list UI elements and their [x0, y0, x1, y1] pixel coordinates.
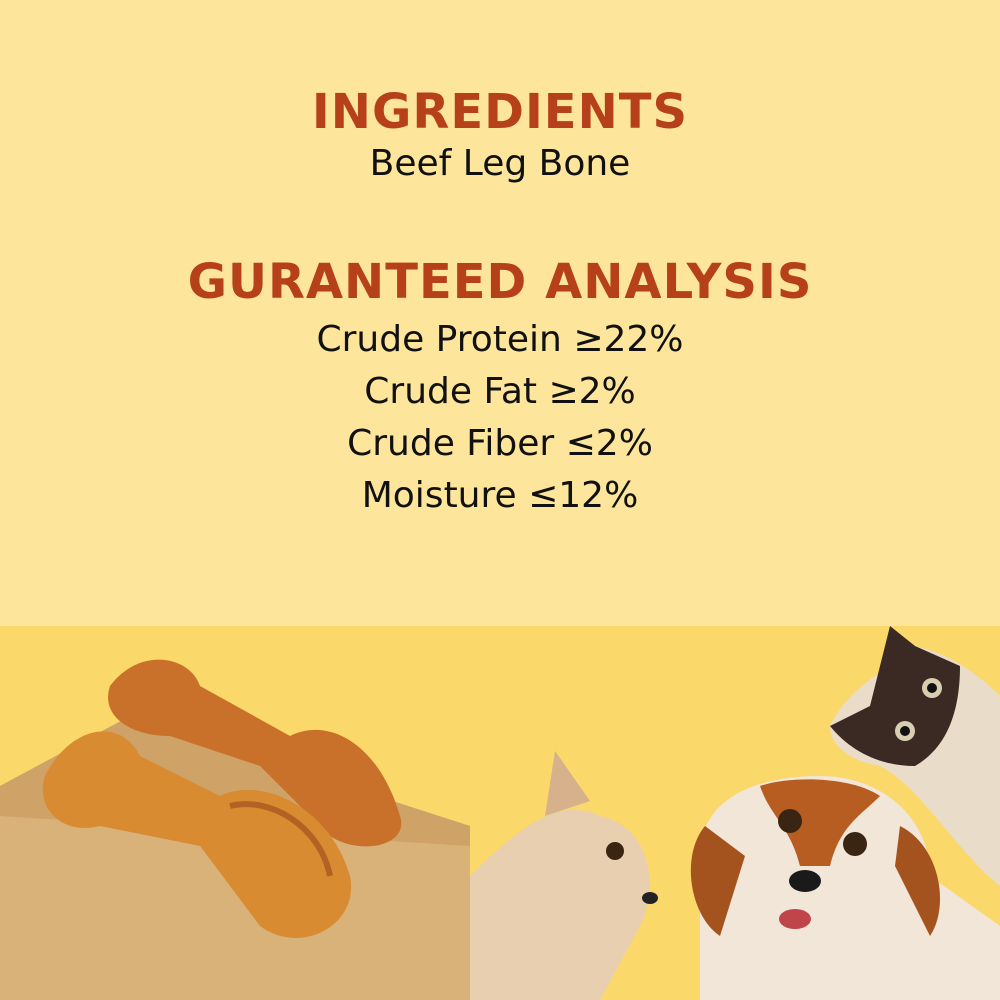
spaniel-image [690, 776, 1000, 1000]
product-photo-area [0, 626, 1000, 1000]
analysis-heading: GURANTEED ANALYSIS [187, 254, 813, 310]
analysis-item: Moisture ≤12% [361, 475, 639, 516]
analysis-item: Crude Fiber ≤2% [347, 423, 653, 464]
ingredients-text: Beef Leg Bone [369, 143, 631, 184]
beef-bone-image [42, 659, 402, 938]
analysis-list: Crude Protein ≥22% Crude Fat ≥2% Crude F… [0, 314, 1000, 522]
analysis-item: Crude Fat ≥2% [364, 371, 636, 412]
ingredients-heading: INGREDIENTS [311, 84, 689, 140]
cat-image [830, 626, 1000, 886]
puppy-image [470, 751, 658, 1000]
analysis-item: Crude Protein ≥22% [316, 319, 684, 360]
info-panel: INGREDIENTS Beef Leg Bone GURANTEED ANAL… [0, 84, 1000, 522]
